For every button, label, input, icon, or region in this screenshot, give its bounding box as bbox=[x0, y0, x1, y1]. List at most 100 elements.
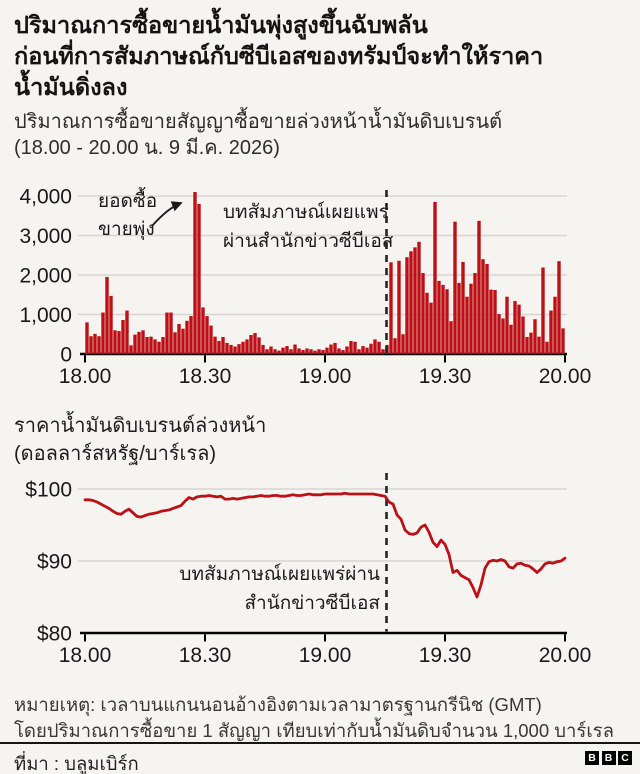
volume-bar bbox=[329, 344, 333, 354]
volume-bar bbox=[109, 295, 113, 354]
volume-bar bbox=[301, 350, 305, 354]
volume-bar bbox=[413, 247, 417, 354]
volume-bar bbox=[161, 337, 165, 354]
volume-bar bbox=[177, 323, 181, 354]
volume-bar bbox=[257, 337, 261, 354]
price-event-annotation: บทสัมภาษณ์เผยแพร่ผ่าน สำนักข่าวซีบีเอส bbox=[168, 560, 380, 618]
price-y-tick-label: $80 bbox=[37, 623, 72, 646]
volume-bar bbox=[505, 296, 509, 354]
price-y-tick-label: $100 bbox=[25, 479, 72, 502]
volume-bar bbox=[441, 284, 445, 354]
chart-subtitle: ปริมาณการซื้อขายสัญญาซื้อขายล่วงหน้าน้ำม… bbox=[14, 109, 502, 161]
footer-divider bbox=[0, 742, 640, 744]
volume-bar bbox=[473, 273, 477, 354]
volume-x-tick-label: 20.00 bbox=[539, 365, 592, 388]
price-chart-title-line-1: ราคาน้ำมันดิบเบรนต์ล่วงหน้า bbox=[14, 415, 267, 437]
price-x-tick-label: 19.00 bbox=[299, 644, 352, 667]
bbc-logo-letter-b1: B bbox=[585, 751, 599, 765]
volume-x-tick-label: 19.00 bbox=[299, 365, 352, 388]
volume-bar bbox=[201, 307, 205, 354]
volume-bar bbox=[133, 334, 137, 354]
volume-bar bbox=[289, 349, 293, 354]
page-title: ปริมาณการซื้อขายน้ำมันพุ่งสูงขึ้นฉับพลัน… bbox=[14, 10, 543, 103]
volume-bar bbox=[213, 336, 217, 354]
volume-bar bbox=[117, 331, 121, 354]
volume-bar bbox=[269, 346, 273, 354]
volume-bar bbox=[373, 339, 377, 354]
volume-bar bbox=[437, 280, 441, 354]
volume-bar bbox=[493, 290, 497, 354]
volume-bar bbox=[237, 344, 241, 354]
volume-bar bbox=[317, 349, 321, 354]
volume-bar bbox=[365, 347, 369, 354]
source-label: ที่มา : บลูมเบิร์ก bbox=[14, 753, 139, 774]
volume-bar bbox=[157, 341, 161, 354]
spike-annotation-arrow bbox=[151, 201, 183, 227]
volume-bar bbox=[533, 319, 537, 354]
volume-bar bbox=[401, 334, 405, 354]
volume-bar bbox=[509, 324, 513, 354]
volume-bar bbox=[245, 339, 249, 354]
volume-bar bbox=[297, 348, 301, 354]
volume-bar bbox=[277, 350, 281, 354]
volume-y-tick-label: 3,000 bbox=[19, 225, 72, 248]
volume-bar bbox=[553, 296, 557, 354]
volume-bar bbox=[241, 341, 245, 354]
volume-bar bbox=[449, 321, 453, 354]
volume-bar bbox=[561, 328, 565, 354]
spike-annotation-line-2: ขายพุ่ง bbox=[98, 219, 155, 240]
volume-y-tick-label: 4,000 bbox=[19, 186, 72, 209]
volume-x-tick-label: 18.00 bbox=[59, 365, 112, 388]
volume-bar bbox=[425, 292, 429, 354]
volume-x-tick-label: 18.30 bbox=[179, 365, 232, 388]
volume-bar bbox=[393, 338, 397, 354]
volume-bar bbox=[409, 251, 413, 354]
title-line-2: ก่อนที่การสัมภาษณ์กับซีบีเอสของทรัมป์จะท… bbox=[14, 43, 544, 69]
volume-bar bbox=[137, 331, 141, 354]
volume-bar bbox=[229, 344, 233, 354]
volume-bar bbox=[121, 320, 125, 354]
volume-event-annotation: บทสัมภาษณ์เผยแพร่ ผ่านสำนักข่าวซีบีเอส bbox=[223, 198, 393, 256]
volume-bar bbox=[165, 312, 169, 354]
volume-bar bbox=[93, 333, 97, 354]
volume-bar bbox=[481, 259, 485, 354]
volume-bar bbox=[233, 346, 237, 354]
volume-bar bbox=[305, 348, 309, 354]
volume-bar bbox=[377, 341, 381, 354]
volume-bar bbox=[141, 330, 145, 354]
volume-bar bbox=[525, 337, 529, 354]
volume-bar bbox=[397, 260, 401, 354]
subtitle-line-1: ปริมาณการซื้อขายสัญญาซื้อขายล่วงหน้าน้ำม… bbox=[14, 111, 503, 133]
volume-bar bbox=[557, 261, 561, 354]
volume-bar bbox=[489, 289, 493, 354]
volume-bar bbox=[353, 341, 357, 354]
volume-bar bbox=[421, 273, 425, 354]
volume-bar bbox=[273, 349, 277, 354]
volume-bar bbox=[417, 241, 421, 354]
volume-bar bbox=[369, 343, 373, 354]
volume-bar bbox=[85, 322, 89, 354]
volume-bar bbox=[281, 347, 285, 354]
footer-note-line-1: หมายเหตุ: เวลาบนแกนนอนอ้างอิงตามเวลามาตร… bbox=[14, 694, 542, 715]
volume-bar bbox=[521, 316, 525, 354]
volume-chart-svg: 0 1,000 2,000 3,000 4,000 18.00 18.30 19.00 19.3… bbox=[19, 186, 592, 389]
price-x-tick-label: 19.30 bbox=[419, 644, 472, 667]
volume-bar bbox=[345, 346, 349, 354]
volume-bar bbox=[337, 348, 341, 354]
footer-note-line-2: โดยปริมาณการซื้อขาย 1 สัญญา เทียบเท่ากับ… bbox=[14, 719, 614, 741]
volume-bar bbox=[153, 339, 157, 354]
footer-note: หมายเหตุ: เวลาบนแกนนอนอ้างอิงตามเวลามาตร… bbox=[14, 692, 614, 743]
price-line bbox=[83, 491, 567, 599]
volume-bar bbox=[433, 201, 437, 354]
volume-bar bbox=[549, 310, 553, 354]
volume-bar bbox=[333, 342, 337, 354]
volume-bar bbox=[309, 349, 313, 354]
volume-bar bbox=[185, 320, 189, 354]
volume-bar bbox=[181, 328, 185, 354]
price-x-tick-label: 18.00 bbox=[59, 644, 112, 667]
volume-bar bbox=[457, 282, 461, 354]
volume-bar bbox=[497, 314, 501, 354]
price-event-annotation-line-1: บทสัมภาษณ์เผยแพร่ผ่าน bbox=[179, 564, 380, 585]
volume-bar bbox=[253, 333, 257, 354]
